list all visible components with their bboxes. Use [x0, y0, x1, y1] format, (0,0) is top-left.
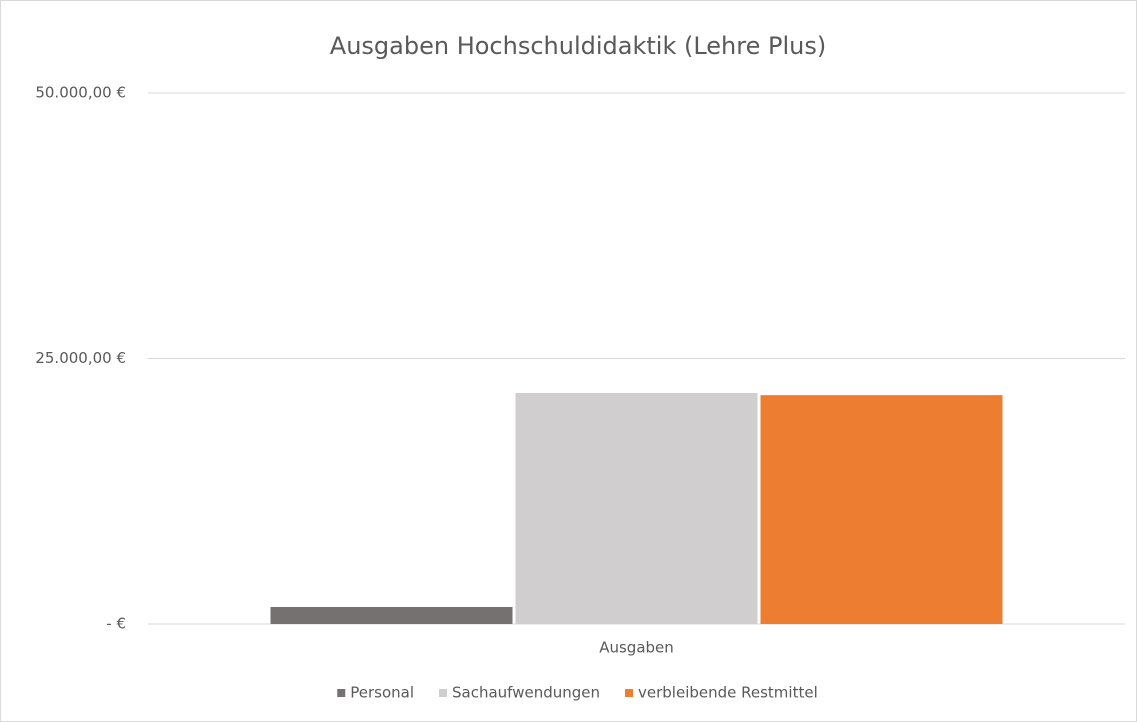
- legend-label: Sachaufwendungen: [452, 684, 600, 702]
- legend-label: Personal: [350, 684, 414, 702]
- bar: [270, 607, 513, 624]
- chart-title: Ausgaben Hochschuldidaktik (Lehre Plus): [330, 32, 826, 60]
- x-tick-label: Ausgaben: [599, 639, 674, 657]
- legend-swatch: [337, 689, 346, 697]
- legend-label: verbleibende Restmittel: [638, 684, 818, 702]
- bar: [760, 395, 1003, 624]
- y-tick-label: - €: [106, 615, 126, 633]
- y-tick-label: 25.000,00 €: [35, 349, 126, 367]
- legend-swatch: [625, 689, 633, 697]
- bar: [515, 393, 758, 624]
- y-tick-label: 50.000,00 €: [35, 84, 126, 102]
- legend-swatch: [439, 689, 448, 697]
